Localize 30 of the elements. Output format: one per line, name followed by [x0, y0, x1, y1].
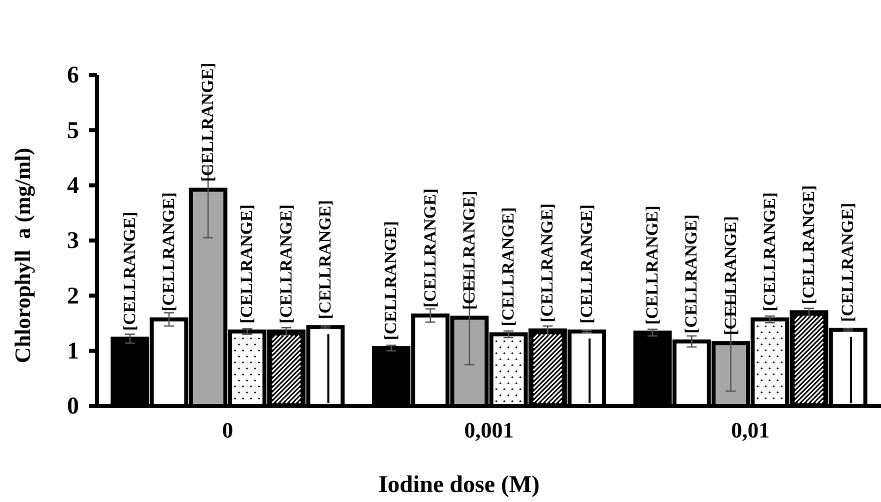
data-label: [CELLRANGE] [276, 204, 296, 324]
data-label: [CELLRANGE] [538, 203, 557, 322]
data-label: [CELLRANGE] [381, 221, 400, 340]
y-tick-label: 5 [67, 118, 79, 144]
data-label: [CELLRANGE] [682, 214, 701, 334]
y-tick-label: 3 [67, 228, 79, 254]
data-label: [CELLRANGE] [237, 204, 256, 324]
y-axis-title: Chlorophyll a (mg/ml) [10, 148, 35, 364]
data-label: [CELLRANGE] [315, 200, 334, 320]
data-label: [CELLRANGE] [420, 188, 440, 308]
data-label: [CELLRANGE] [459, 190, 478, 310]
y-tick-label: 0 [67, 394, 79, 420]
data-label: [CELLRANGE] [159, 192, 178, 312]
x-tick-label: 0,001 [464, 418, 514, 443]
data-label: [CELLRANGE] [498, 207, 518, 326]
data-label: [CELLRANGE] [576, 204, 596, 324]
y-tick-label: 4 [67, 173, 79, 200]
y-tick-label: 2 [67, 283, 79, 310]
x-axis-title: Iodine dose (M) [378, 472, 540, 498]
data-label: [CELLRANGE] [120, 212, 139, 331]
y-tick-label: 1 [67, 338, 79, 365]
x-tick-label: 0,01 [731, 418, 770, 443]
data-label: [CELLRANGE] [760, 192, 779, 312]
data-label: [CELLRANGE] [642, 206, 662, 325]
data-label: [CELLRANGE] [720, 216, 740, 336]
data-label: [CELLRANGE] [799, 185, 818, 304]
x-tick-label: 0 [222, 418, 234, 443]
data-label: [CELLRANGE] [198, 62, 218, 182]
data-label: [CELLRANGE] [838, 202, 858, 322]
y-tick-label: 6 [67, 62, 79, 89]
